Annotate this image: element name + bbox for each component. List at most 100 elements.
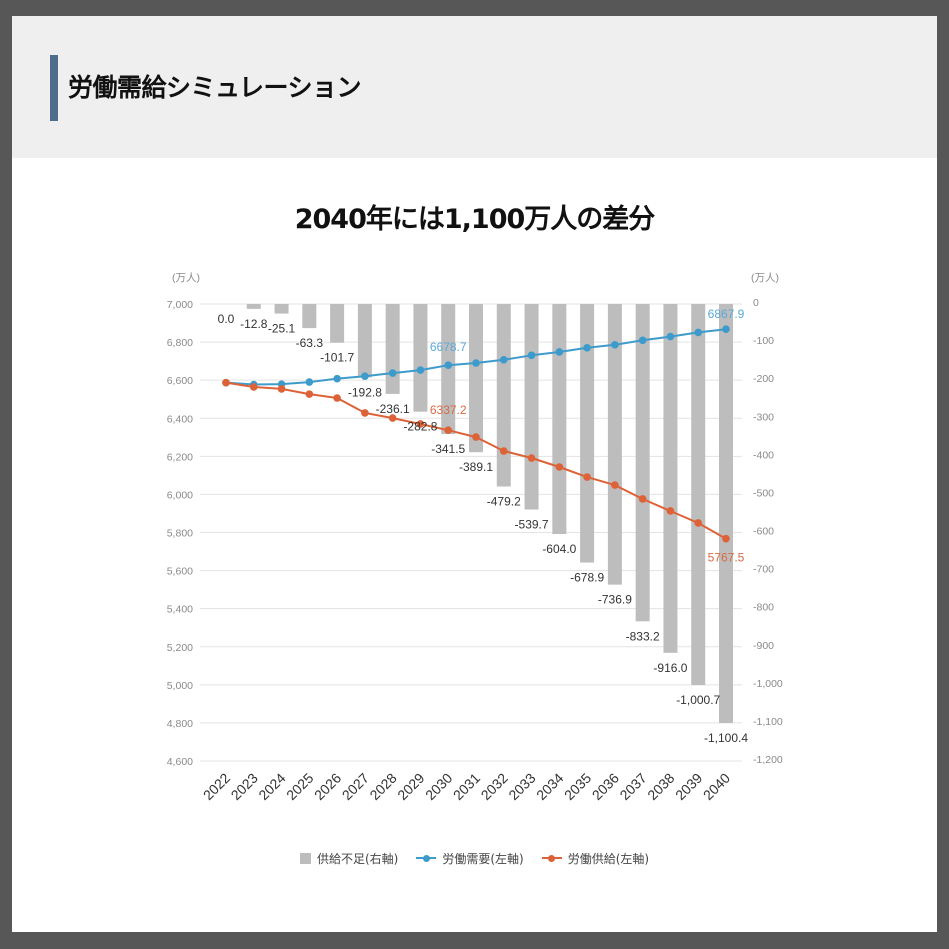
- legend-item-labor-demand[interactable]: 労働需要(左軸): [416, 850, 524, 867]
- bar-2023: [246, 304, 261, 309]
- x-tick-label-2040: 2040: [700, 770, 733, 803]
- page-title: 労働需給シミュレーション: [68, 73, 362, 102]
- chart-title: 2040年には1,100万人の差分: [294, 204, 656, 235]
- point-labor-supply-2029: [416, 420, 425, 428]
- x-tick-label-2024: 2024: [255, 770, 288, 803]
- point-labor-demand-2025: [305, 378, 314, 386]
- bar-2035: [580, 304, 595, 563]
- left-tick-label: 4,800: [167, 718, 193, 730]
- right-tick-label: -700: [753, 564, 774, 576]
- point-labor-demand-2032: [499, 355, 508, 364]
- bar-value-label-2024: -25.1: [268, 322, 296, 336]
- point-labor-supply-2027: [361, 409, 369, 417]
- point-labor-supply-2036: [611, 481, 619, 489]
- right-tick-label: -400: [753, 449, 774, 461]
- point-label-labor-demand-2030: 6678.7: [430, 340, 467, 354]
- point-label-labor-supply-2030: 6337.2: [430, 403, 467, 417]
- point-labor-demand-2040: [722, 325, 730, 333]
- data-labels: 0.0 -12.8 -25.1-63.3-101.7 -192.8 -236.1 -282…: [218, 307, 749, 745]
- right-tick-label: -1,200: [753, 754, 783, 766]
- bar-value-label-2032: -479.2: [487, 494, 521, 508]
- right-tick-label: -200: [753, 373, 774, 385]
- bar-value-label-2040: -1,100.4: [704, 731, 748, 745]
- bar-value-label-2034: -604.0: [542, 542, 576, 556]
- x-tick-label-2035: 2035: [561, 770, 594, 803]
- title-accent-bar: [50, 55, 58, 121]
- point-labor-demand-2033: [527, 351, 536, 360]
- right-tick-label: -100: [753, 335, 774, 347]
- bar-2040: [719, 304, 733, 724]
- x-tick-label-2034: 2034: [533, 770, 566, 803]
- point-labor-supply-2031: [472, 433, 480, 441]
- x-tick-label-2022: 2022: [200, 770, 233, 803]
- legend-item-shortage[interactable]: 供給不足(右軸): [299, 850, 398, 867]
- bar-value-label-2036: -736.9: [598, 593, 632, 607]
- point-labor-supply-2025: [305, 390, 314, 398]
- left-tick-label: 6,600: [167, 375, 193, 387]
- bar-2027: [357, 304, 372, 378]
- point-labor-demand-2039: [694, 328, 703, 337]
- bar-2038: [663, 304, 678, 653]
- x-tick-label-2038: 2038: [644, 770, 677, 803]
- bar-value-label-2027: -192.8: [348, 385, 382, 399]
- bar-value-label-2033: -539.7: [515, 518, 549, 532]
- right-axis: 0 -100 -200 -300 -400 -500 -600 -700 -800 -900 -1,…: [751, 272, 783, 766]
- right-tick-label: -300: [753, 411, 774, 423]
- left-tick-label: 6,400: [167, 413, 193, 425]
- bar-2025: [302, 304, 317, 329]
- point-labor-supply-2028: [388, 414, 397, 422]
- bar-value-label-2035: -678.9: [570, 571, 604, 585]
- bar-series-shortage: [246, 304, 733, 724]
- point-labor-demand-2035: [583, 344, 591, 352]
- x-tick-label-2026: 2026: [311, 770, 344, 803]
- bar-2032: [496, 304, 511, 487]
- bar-value-label-2031: -389.1: [459, 460, 493, 474]
- right-tick-label: 0: [753, 297, 759, 309]
- x-tick-label-2032: 2032: [478, 770, 511, 803]
- point-labor-supply-2039: [694, 519, 703, 527]
- right-tick-label: -800: [753, 602, 774, 614]
- point-labor-demand-2030: [444, 361, 453, 369]
- point-labor-supply-2035: [583, 473, 591, 481]
- x-tick-label-2023: 2023: [228, 770, 261, 803]
- chart-legend: 供給不足(右軸) 労働需要(左軸) 労働供給(左軸): [12, 848, 937, 868]
- bar-value-label-2025: -63.3: [296, 336, 324, 350]
- point-labor-supply-2033: [527, 454, 536, 462]
- left-tick-label: 4,600: [167, 756, 193, 768]
- point-labor-demand-2031: [472, 359, 480, 367]
- point-labor-demand-2027: [361, 372, 369, 381]
- point-labor-supply-2023: [249, 383, 258, 391]
- point-label-labor-supply-2040: 5767.5: [708, 551, 745, 565]
- point-labor-supply-2034: [555, 463, 564, 471]
- bar-2037: [635, 304, 650, 622]
- bar-2034: [552, 304, 567, 535]
- legend-label-labor-demand: 労働需要(左軸): [442, 851, 524, 866]
- bar-2026: [330, 304, 345, 343]
- bar-value-label-2039: -1,000.7: [676, 693, 720, 707]
- x-tick-label-2031: 2031: [450, 770, 483, 803]
- left-tick-label: 6,800: [167, 337, 193, 349]
- legend-item-labor-supply[interactable]: 労働供給(左軸): [541, 850, 649, 867]
- point-labor-demand-2028: [388, 369, 397, 377]
- point-labor-supply-2037: [638, 495, 647, 503]
- left-axis-unit-label: (万人): [172, 272, 200, 284]
- left-tick-label: 7,000: [167, 299, 193, 311]
- bar-value-label-2037: -833.2: [626, 629, 660, 643]
- right-tick-label: -600: [753, 526, 774, 538]
- x-tick-label-2028: 2028: [366, 770, 399, 803]
- x-tick-label-2030: 2030: [422, 770, 455, 803]
- bar-value-label-2038: -916.0: [653, 661, 687, 675]
- header-band: 労働需給シミュレーション: [12, 16, 937, 158]
- point-labor-demand-2036: [611, 340, 619, 349]
- x-tick-label-2039: 2039: [672, 770, 705, 803]
- point-labor-demand-2037: [638, 336, 647, 345]
- point-labor-supply-2030: [444, 426, 453, 435]
- bar-2033: [524, 304, 539, 510]
- bar-2039: [691, 304, 706, 686]
- x-tick-label-2036: 2036: [589, 770, 622, 803]
- bar-value-label-2023: -12.8: [240, 317, 268, 331]
- bar-2036: [607, 304, 622, 585]
- x-tick-label-2033: 2033: [505, 770, 538, 803]
- point-labor-demand-2038: [666, 332, 675, 341]
- point-labor-demand-2029: [416, 366, 425, 374]
